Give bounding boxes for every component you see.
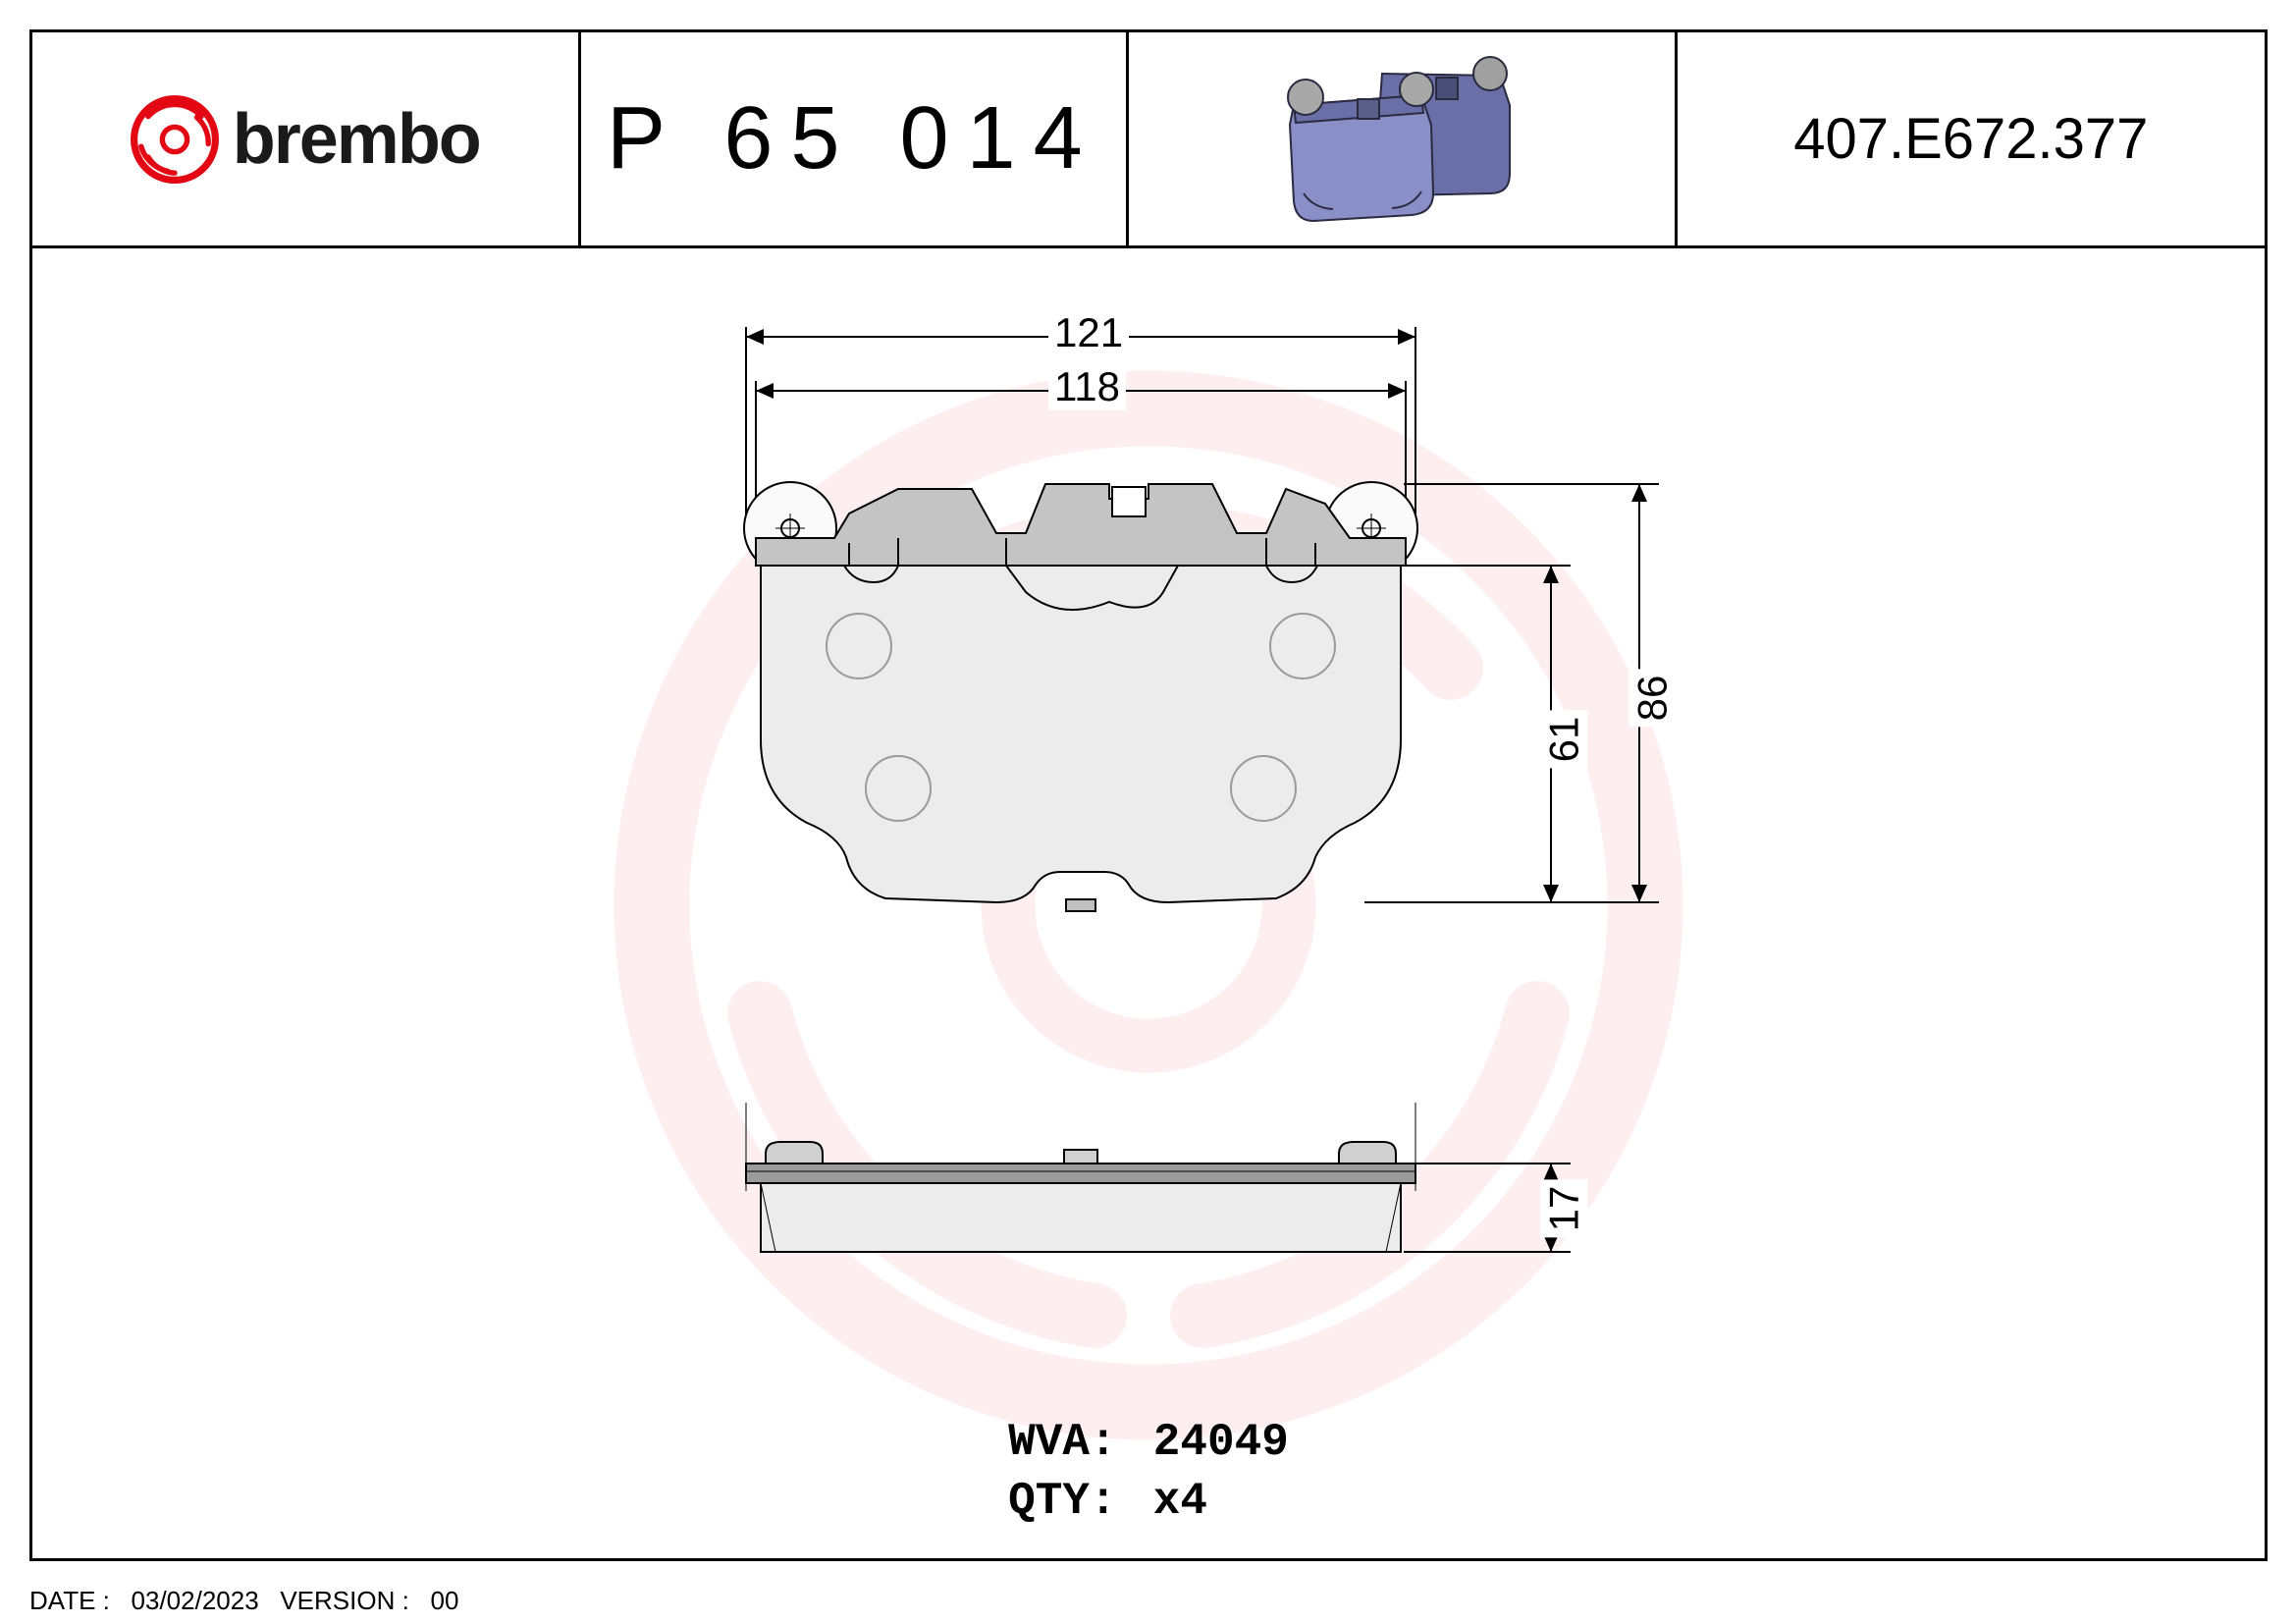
technical-drawing: 121 118 86 61 bbox=[461, 288, 1836, 1446]
drawing-body: 121 118 86 61 bbox=[32, 248, 2265, 1561]
bottom-info: WVA: 24049 QTY: x4 bbox=[1008, 1414, 1289, 1532]
footer-version-label: VERSION : bbox=[280, 1586, 408, 1615]
dim-height-overall: 86 bbox=[1629, 670, 1676, 728]
footer-date-label: DATE : bbox=[29, 1586, 110, 1615]
footer-meta: DATE : 03/02/2023 VERSION : 00 bbox=[29, 1586, 458, 1616]
qty-row: QTY: x4 bbox=[1008, 1473, 1289, 1532]
dim-thickness: 17 bbox=[1540, 1180, 1587, 1238]
header-reference-cell: 407.E672.377 bbox=[1678, 32, 2265, 245]
qty-label: QTY: bbox=[1008, 1473, 1126, 1532]
dim-width-inner: 118 bbox=[1048, 363, 1126, 410]
wva-value: 24049 bbox=[1153, 1417, 1289, 1468]
pad-side-view bbox=[461, 1103, 1836, 1319]
reference-number: 407.E672.377 bbox=[1793, 106, 2148, 172]
dim-height-friction: 61 bbox=[1540, 711, 1587, 769]
part-number: P 65 014 bbox=[607, 88, 1100, 189]
wva-label: WVA: bbox=[1008, 1414, 1126, 1473]
header-part-cell: P 65 014 bbox=[581, 32, 1130, 245]
dim-width-overall: 121 bbox=[1048, 309, 1129, 356]
footer-version-value: 00 bbox=[431, 1586, 459, 1615]
header-row: brembo P 65 014 407.E672.377 bbox=[32, 32, 2265, 248]
document-frame: brembo P 65 014 407.E672.377 bbox=[29, 29, 2268, 1561]
header-product-image-cell bbox=[1129, 32, 1678, 245]
product-3d-icon bbox=[1264, 56, 1539, 223]
brand-logo: brembo bbox=[131, 95, 480, 184]
brembo-disc-icon bbox=[131, 95, 219, 184]
qty-value: x4 bbox=[1153, 1476, 1207, 1527]
header-logo-cell: brembo bbox=[32, 32, 581, 245]
footer-date-value: 03/02/2023 bbox=[132, 1586, 259, 1615]
wva-row: WVA: 24049 bbox=[1008, 1414, 1289, 1473]
brand-name: brembo bbox=[233, 99, 480, 180]
